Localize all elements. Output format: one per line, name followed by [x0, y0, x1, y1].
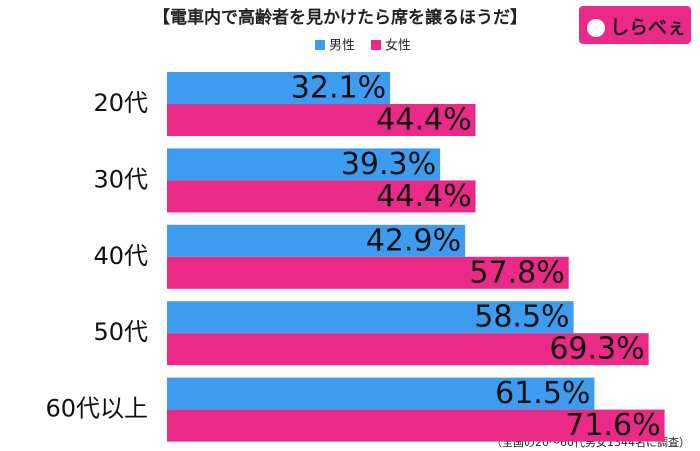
value-label: 71.6% — [565, 408, 660, 443]
bar — [167, 180, 476, 213]
value-label: 44.4% — [376, 179, 471, 214]
bar — [167, 409, 665, 442]
value-label: 39.3% — [341, 147, 436, 182]
bar — [167, 333, 649, 366]
logo-text: しらべぇ — [610, 17, 686, 39]
bar — [167, 301, 574, 334]
y-tick-label: 60代以上 — [45, 395, 148, 423]
bar — [167, 72, 391, 104]
y-tick-label: 30代 — [93, 165, 148, 193]
legend-label: 女性 — [385, 38, 411, 54]
y-tick-label: 40代 — [93, 242, 148, 270]
value-label: 44.4% — [376, 103, 471, 138]
y-tick-label: 20代 — [93, 89, 148, 117]
bar — [167, 377, 595, 410]
bar — [167, 224, 466, 257]
value-label: 61.5% — [495, 376, 590, 411]
value-label: 42.9% — [366, 223, 461, 258]
bar — [167, 148, 441, 181]
value-label: 58.5% — [474, 300, 569, 335]
logo-icon — [587, 19, 605, 37]
bar — [167, 256, 569, 289]
value-label: 32.1% — [291, 71, 386, 106]
legend-label: 男性 — [329, 39, 355, 54]
value-label: 57.8% — [469, 255, 564, 290]
bar — [167, 104, 476, 136]
legend-swatch — [371, 40, 381, 50]
legend-swatch — [315, 40, 325, 50]
y-tick-label: 50代 — [93, 318, 148, 346]
logo-box — [579, 6, 691, 44]
chart-title: 【電車内で高齢者を見かけたら席を譲るほうだ】 — [153, 7, 527, 28]
value-label: 69.3% — [549, 332, 644, 367]
